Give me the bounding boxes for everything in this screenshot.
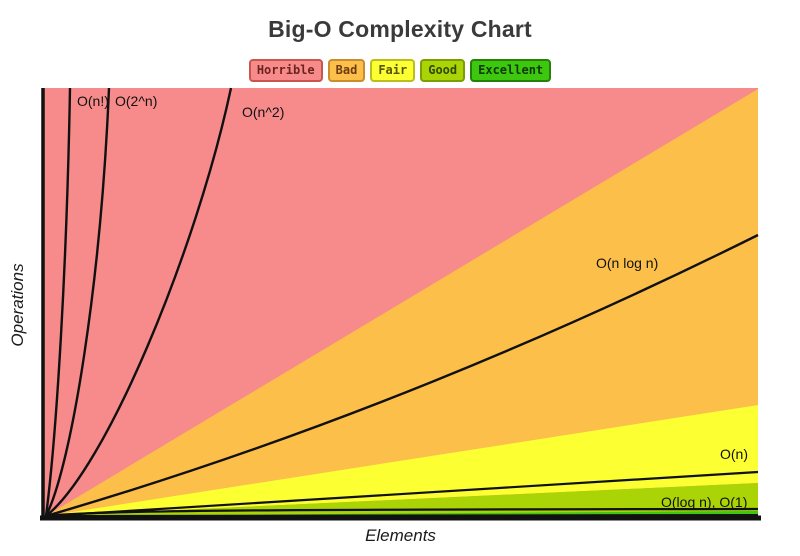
legend-badge-horrible: Horrible xyxy=(248,59,323,83)
curve-o-n-squared xyxy=(45,87,233,517)
label-o-n-factorial: O(n!) xyxy=(77,93,109,109)
label-o-n: O(n) xyxy=(720,446,748,462)
x-axis-label: Elements xyxy=(365,526,436,545)
legend-badge-bad: Bad xyxy=(327,59,366,83)
curve-o-n-factorial xyxy=(44,87,72,517)
region-good xyxy=(46,483,758,516)
label-o-n-squared: O(n^2) xyxy=(242,104,285,120)
legend-badge-good: Good xyxy=(420,59,466,83)
chart-title: Big-O Complexity Chart xyxy=(268,16,532,42)
curve-o-2-pow-n xyxy=(44,87,111,517)
curve-o-n-log-n xyxy=(45,233,759,518)
label-o-log-n-o-1: O(log n), O(1) xyxy=(661,494,748,510)
curve-o-n xyxy=(45,470,759,518)
region-fair xyxy=(46,405,758,516)
legend-badge-fair: Fair xyxy=(370,59,416,83)
legend: Horrible Bad Fair Good Excellent xyxy=(0,59,800,83)
y-axis-label: Operations xyxy=(8,263,27,347)
region-bad xyxy=(46,89,758,516)
legend-badge-excellent: Excellent xyxy=(470,59,552,83)
label-o-2-pow-n: O(2^n) xyxy=(115,93,158,109)
label-o-n-log-n: O(n log n) xyxy=(596,255,659,271)
